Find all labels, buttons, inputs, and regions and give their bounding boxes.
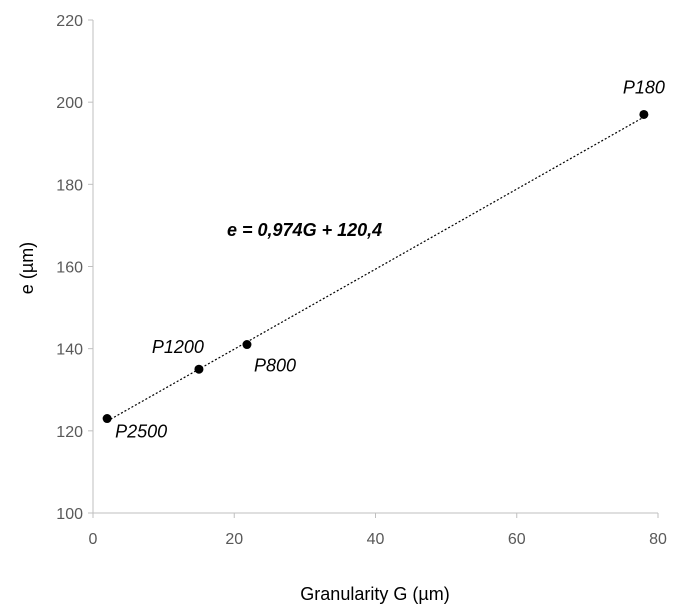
y-tick-label: 140 xyxy=(56,342,83,359)
point-label: P1200 xyxy=(152,337,204,357)
y-tick-label: 220 xyxy=(56,13,83,30)
y-tick-label: 200 xyxy=(56,95,83,112)
point-label: P2500 xyxy=(115,422,167,442)
y-tick-label: 120 xyxy=(56,424,83,441)
plot-area: 100 120 140 160 180 200 220 0 20 40 60 80 P2500 P12… xyxy=(56,13,667,548)
point-labels: P2500 P1200 P800 P180 xyxy=(115,77,665,441)
x-tick-label: 20 xyxy=(225,531,243,548)
data-point xyxy=(194,364,204,374)
x-tick-label: 40 xyxy=(367,531,385,548)
point-label: P800 xyxy=(254,356,296,376)
x-axis-title: Granularity G (µm) xyxy=(300,584,449,604)
data-points xyxy=(102,109,649,424)
data-point xyxy=(639,109,649,119)
y-tick-label: 100 xyxy=(56,506,83,523)
data-point xyxy=(242,340,252,350)
y-axis-title: e (µm) xyxy=(17,242,37,294)
trendline xyxy=(106,116,645,422)
y-ticks: 100 120 140 160 180 200 220 xyxy=(56,13,93,523)
y-tick-label: 180 xyxy=(56,177,83,194)
data-point xyxy=(102,414,112,424)
x-ticks: 0 20 40 60 80 xyxy=(89,513,667,548)
x-tick-label: 80 xyxy=(649,531,667,548)
point-label: P180 xyxy=(623,77,665,97)
x-tick-label: 60 xyxy=(508,531,526,548)
trendline-equation: e = 0,974G + 120,4 xyxy=(227,220,382,240)
y-tick-label: 160 xyxy=(56,260,83,277)
x-tick-label: 0 xyxy=(89,531,98,548)
